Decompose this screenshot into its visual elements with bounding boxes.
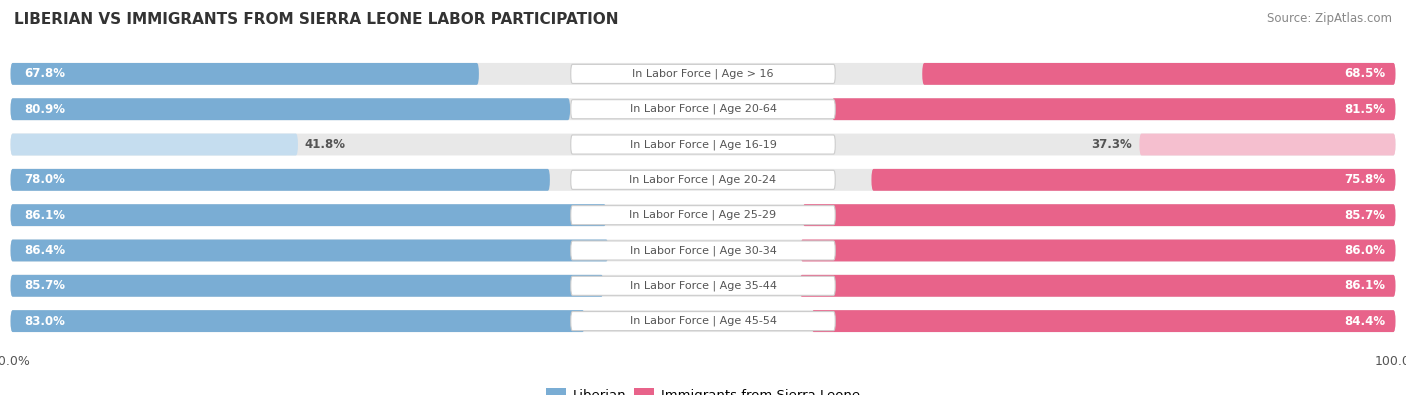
FancyBboxPatch shape — [571, 64, 835, 83]
Text: Source: ZipAtlas.com: Source: ZipAtlas.com — [1267, 12, 1392, 25]
FancyBboxPatch shape — [571, 312, 835, 331]
Text: 86.0%: 86.0% — [1344, 244, 1385, 257]
FancyBboxPatch shape — [832, 98, 1396, 120]
Text: In Labor Force | Age 25-29: In Labor Force | Age 25-29 — [630, 210, 776, 220]
Legend: Liberian, Immigrants from Sierra Leone: Liberian, Immigrants from Sierra Leone — [541, 383, 865, 395]
Text: LIBERIAN VS IMMIGRANTS FROM SIERRA LEONE LABOR PARTICIPATION: LIBERIAN VS IMMIGRANTS FROM SIERRA LEONE… — [14, 12, 619, 27]
Text: In Labor Force | Age 45-54: In Labor Force | Age 45-54 — [630, 316, 776, 326]
FancyBboxPatch shape — [10, 275, 603, 297]
Text: In Labor Force | Age 20-64: In Labor Force | Age 20-64 — [630, 104, 776, 115]
FancyBboxPatch shape — [10, 204, 1396, 226]
Text: 68.5%: 68.5% — [1344, 68, 1385, 81]
FancyBboxPatch shape — [571, 135, 835, 154]
Text: 86.1%: 86.1% — [1344, 279, 1385, 292]
FancyBboxPatch shape — [10, 63, 479, 85]
Text: 80.9%: 80.9% — [24, 103, 66, 116]
FancyBboxPatch shape — [922, 63, 1396, 85]
Text: 85.7%: 85.7% — [1344, 209, 1385, 222]
FancyBboxPatch shape — [10, 239, 609, 261]
FancyBboxPatch shape — [10, 310, 585, 332]
Text: 81.5%: 81.5% — [1344, 103, 1385, 116]
Text: 83.0%: 83.0% — [24, 314, 65, 327]
FancyBboxPatch shape — [571, 100, 835, 119]
Text: 84.4%: 84.4% — [1344, 314, 1385, 327]
FancyBboxPatch shape — [571, 241, 835, 260]
FancyBboxPatch shape — [10, 239, 1396, 261]
Text: 86.1%: 86.1% — [24, 209, 66, 222]
Text: In Labor Force | Age 20-24: In Labor Force | Age 20-24 — [630, 175, 776, 185]
FancyBboxPatch shape — [10, 204, 606, 226]
FancyBboxPatch shape — [10, 169, 550, 191]
FancyBboxPatch shape — [10, 310, 1396, 332]
FancyBboxPatch shape — [10, 98, 1396, 120]
FancyBboxPatch shape — [10, 63, 1396, 85]
Text: 67.8%: 67.8% — [24, 68, 66, 81]
Text: 41.8%: 41.8% — [305, 138, 346, 151]
FancyBboxPatch shape — [10, 98, 569, 120]
Text: In Labor Force | Age 35-44: In Labor Force | Age 35-44 — [630, 280, 776, 291]
Text: 78.0%: 78.0% — [24, 173, 65, 186]
Text: 86.4%: 86.4% — [24, 244, 66, 257]
Text: In Labor Force | Age 30-34: In Labor Force | Age 30-34 — [630, 245, 776, 256]
Text: In Labor Force | Age 16-19: In Labor Force | Age 16-19 — [630, 139, 776, 150]
FancyBboxPatch shape — [800, 275, 1396, 297]
Text: 75.8%: 75.8% — [1344, 173, 1385, 186]
FancyBboxPatch shape — [10, 134, 1396, 156]
Text: 85.7%: 85.7% — [24, 279, 66, 292]
FancyBboxPatch shape — [10, 275, 1396, 297]
Text: 37.3%: 37.3% — [1091, 138, 1132, 151]
FancyBboxPatch shape — [571, 206, 835, 225]
FancyBboxPatch shape — [571, 170, 835, 189]
FancyBboxPatch shape — [872, 169, 1396, 191]
FancyBboxPatch shape — [803, 204, 1396, 226]
FancyBboxPatch shape — [811, 310, 1396, 332]
FancyBboxPatch shape — [1139, 134, 1396, 156]
FancyBboxPatch shape — [10, 169, 1396, 191]
FancyBboxPatch shape — [571, 276, 835, 295]
Text: In Labor Force | Age > 16: In Labor Force | Age > 16 — [633, 69, 773, 79]
FancyBboxPatch shape — [800, 239, 1396, 261]
FancyBboxPatch shape — [10, 134, 298, 156]
